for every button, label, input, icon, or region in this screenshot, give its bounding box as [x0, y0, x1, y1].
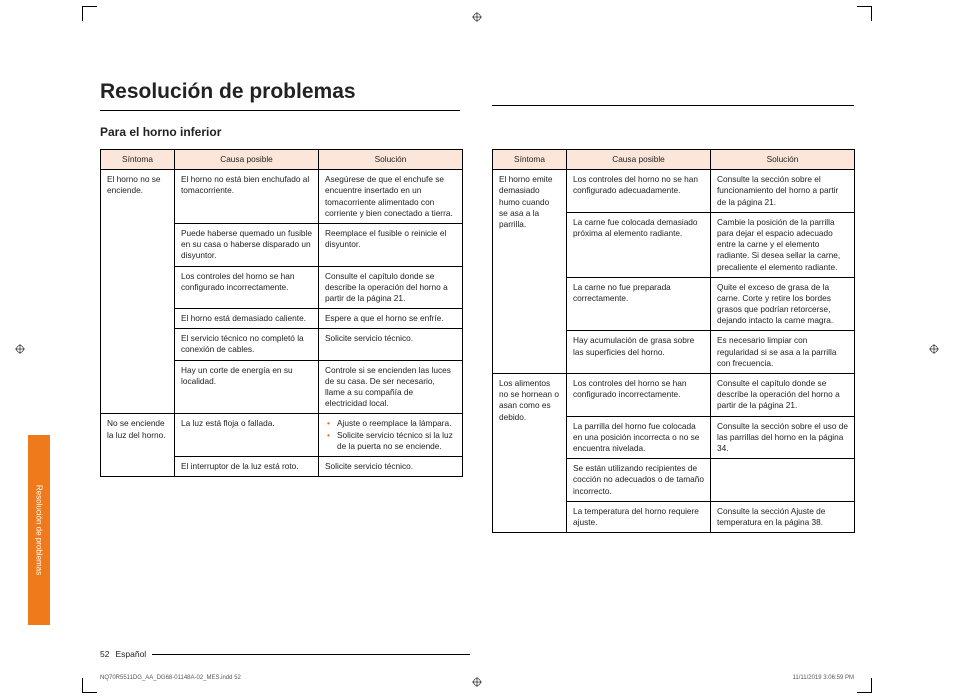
solution-cell: Consulte la sección sobre el funcionamie… [711, 170, 855, 213]
registration-mark [472, 12, 482, 22]
registration-mark [929, 344, 939, 354]
troubleshooting-table-left: Síntoma Causa posible Solución El horno … [100, 149, 463, 477]
solution-cell: Controle si se encienden las luces de su… [319, 360, 463, 414]
cause-cell: La carne no fue preparada correctamente. [567, 277, 711, 331]
solution-cell: Reemplace el fusible o reinicie el disyu… [319, 223, 463, 266]
cause-cell: Los controles del horno no se han config… [567, 170, 711, 213]
print-slug: NQ70R5511DG_AA_DG68-01148A-02_MES.indd 5… [100, 675, 854, 681]
cause-cell: Los controles del horno se han configura… [175, 266, 319, 309]
right-column-rule [492, 105, 854, 106]
cause-cell: El horno está demasiado caliente. [175, 309, 319, 329]
solution-cell: Es necesario limpiar con regularidad si … [711, 331, 855, 374]
troubleshooting-table-right: Síntoma Causa posible Solución El horno … [492, 149, 855, 533]
solution-cell: Espere a que el horno se enfríe. [319, 309, 463, 329]
cause-cell: Se están utilizando recipientes de cocci… [567, 459, 711, 502]
cause-cell: El interruptor de la luz está roto. [175, 456, 319, 476]
bullet-item: Ajuste o reemplace la lámpara. [337, 418, 456, 429]
solution-cell [711, 459, 855, 502]
solution-cell: Consulte el capítulo donde se describe l… [711, 374, 855, 417]
page-footer: 52 Español [100, 649, 470, 659]
th-cause: Causa posible [175, 150, 319, 170]
section-subheading: Para el horno inferior [100, 125, 854, 139]
slug-file: NQ70R5511DG_AA_DG68-01148A-02_MES.indd 5… [100, 675, 241, 681]
footer-language: Español [115, 649, 146, 659]
solution-cell: Solicite servicio técnico. [319, 456, 463, 476]
registration-mark [15, 344, 25, 354]
page-title: Resolución de problemas [100, 80, 854, 104]
cause-cell: El horno no está bien enchufado al tomac… [175, 170, 319, 224]
cause-cell: La parrilla del horno fue colocada en un… [567, 416, 711, 459]
solution-cell: Consulte el capítulo donde se describe l… [319, 266, 463, 309]
cause-cell: Los controles del horno se han configura… [567, 374, 711, 417]
th-symptom: Síntoma [101, 150, 175, 170]
cause-cell: El servicio técnico no completó la conex… [175, 329, 319, 360]
section-tab-label: Resolución de problemas [35, 485, 44, 575]
th-cause: Causa posible [567, 150, 711, 170]
th-solution: Solución [711, 150, 855, 170]
solution-cell: Cambie la posición de la parrilla para d… [711, 212, 855, 277]
th-solution: Solución [319, 150, 463, 170]
solution-cell: Consulte la sección sobre el uso de las … [711, 416, 855, 459]
bullet-item: Solicite servicio técnico si la luz de l… [337, 430, 456, 452]
cause-cell: La luz está floja o fallada. [175, 414, 319, 457]
solution-cell: Ajuste o reemplace la lámpara.Solicite s… [319, 414, 463, 457]
symptom-cell: No se enciende la luz del horno. [101, 414, 175, 477]
cause-cell: Hay acumulación de grasa sobre las super… [567, 331, 711, 374]
cause-cell: La carne fue colocada demasiado próxima … [567, 212, 711, 277]
cause-cell: La temperatura del horno requiere ajuste… [567, 501, 711, 532]
th-symptom: Síntoma [493, 150, 567, 170]
section-tab: Resolución de problemas [28, 435, 50, 625]
cause-cell: Hay un corte de energía en su localidad. [175, 360, 319, 414]
slug-time: 11/11/2019 3:06:59 PM [793, 675, 855, 681]
solution-cell: Quite el exceso de grasa de la carne. Co… [711, 277, 855, 331]
title-rule [100, 110, 460, 111]
solution-cell: Consulte la sección Ajuste de temperatur… [711, 501, 855, 532]
symptom-cell: El horno emite demasiado humo cuando se … [493, 170, 567, 374]
cause-cell: Puede haberse quemado un fusible en su c… [175, 223, 319, 266]
symptom-cell: El horno no se enciende. [101, 170, 175, 414]
solution-cell: Asegúrese de que el enchufe se encuentre… [319, 170, 463, 224]
solution-cell: Solicite servicio técnico. [319, 329, 463, 360]
symptom-cell: Los alimentos no se hornean o asan como … [493, 374, 567, 533]
page-number: 52 [100, 649, 109, 659]
